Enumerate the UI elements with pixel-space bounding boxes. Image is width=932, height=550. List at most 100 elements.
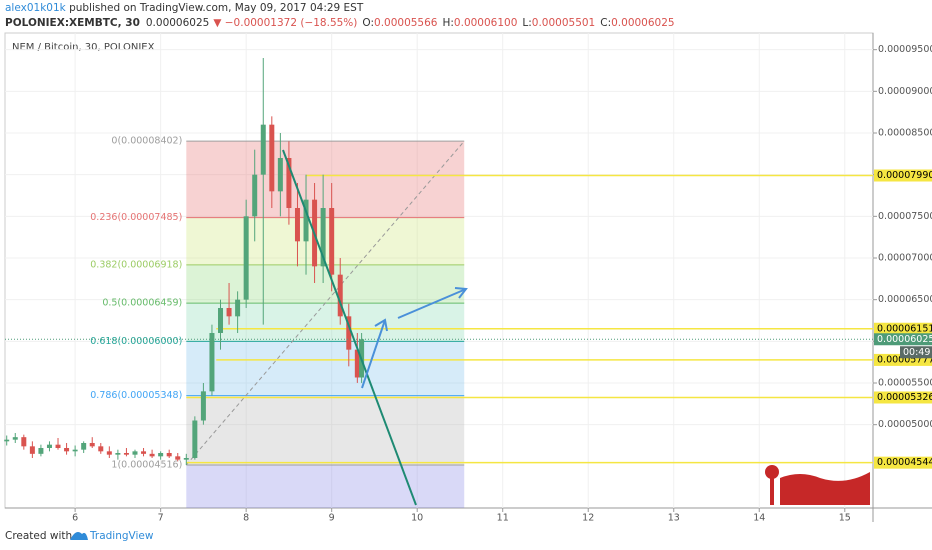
logo [70,532,88,540]
y-tick-label: 0.00006500 [878,294,932,305]
fib-band [186,341,465,396]
footer-brand[interactable]: TradingView [89,530,154,542]
arrow-head [374,318,388,332]
price: 0.00006025 [146,17,209,29]
chart-title: NEM / Bitcoin, 30, POLONIEX [12,42,155,53]
candle-body [226,308,232,317]
fib-diagonal [185,140,465,466]
y-tick-label: 0.00007000 [878,253,932,264]
x-tick-label: 12 [582,513,594,524]
x-tick-label: 13 [668,513,680,524]
y-tick-label: 0.00009500 [878,44,932,55]
price-tag-label: 0.00006151 [877,323,932,334]
candle-body [320,208,326,267]
y-tick-label: 0.00009000 [878,86,932,97]
candle-body [286,158,292,208]
fib-label: 0(0.00008402) [111,136,182,147]
x-tick-label: 7 [158,513,164,524]
fib-band [186,465,465,508]
candle-body [209,333,215,392]
candle-body [252,174,258,217]
symbol: POLONIEX:XEMBTC, 30 [5,17,140,29]
arrow-head [454,287,468,299]
candle-body [329,208,335,275]
x-tick-label: 6 [72,513,78,524]
candle-body [12,437,18,440]
candle-body [29,446,35,454]
plot-area [4,32,874,509]
candle-body [81,443,87,450]
ohlc-key: O: [362,17,374,29]
candle-body [294,208,300,242]
candle-body [337,274,343,317]
header-line-2: POLONIEX:XEMBTC, 30 0.00006025 ▼ −0.000013… [5,17,675,29]
candle-body [38,448,44,454]
fib-label: 0.236(0.00007485) [90,212,182,223]
candle-body [303,199,309,242]
candle-body [98,446,104,452]
price-tag [874,169,932,182]
ohlc-value: 0.00005566 [374,17,438,29]
fib-label: 1(0.00004516) [111,460,182,471]
candle-body [89,443,95,447]
price-tag [874,456,932,469]
candle-body [260,124,266,175]
price-tag-label: 0.00007990 [877,170,932,181]
ohlc-key: L: [522,17,531,29]
candle-body [200,391,206,421]
candle-body [72,449,78,452]
y-tick-label: 0.00008500 [878,128,932,139]
trend-line [282,149,417,506]
candle-body [149,453,155,457]
candle-body [123,453,129,455]
footer-text: Created with [5,530,72,542]
candle-body [192,420,198,458]
ohlc-key: C: [600,17,611,29]
x-tick-label: 15 [839,513,851,524]
header-line-1: alex01k01k published on TradingView.com,… [5,2,364,14]
footer: Created with TradingView [5,530,154,542]
fib-label: 0.786(0.00005348) [90,390,182,401]
candle-body [4,439,10,442]
last-price-tag [874,333,932,346]
change: ▼ −0.00001372 (−18.55%) [213,17,357,29]
price-tag [874,391,932,404]
fib-band [186,141,465,218]
y-tick-label: 0.00005500 [878,378,932,389]
ohlc-value: 0.00005501 [532,17,595,29]
fib-label: 0.5(0.00006459) [102,298,182,309]
x-tick-label: 11 [497,513,509,524]
fib-band [186,395,465,465]
ohlc-value: 0.00006100 [454,17,517,29]
x-tick-label: 8 [243,513,249,524]
candle-body [55,444,61,448]
candle-body [64,448,70,452]
candle-body [218,308,224,333]
last-price-label: 0.00006025 [877,334,932,345]
candle-body [269,124,275,192]
candle-body [346,316,352,350]
y-tick-label: 0.00007500 [878,211,932,222]
candle-body [277,158,283,192]
x-tick-label: 9 [329,513,335,524]
candle-body [21,437,27,447]
candle-body [166,453,172,457]
candle-body [115,453,121,455]
candle-body [46,444,52,448]
price-tag-label: 0.00004544 [877,457,932,468]
countdown-label: 00:49 [903,347,930,358]
fib-label: 0.618(0.00006000) [90,336,182,347]
fib-label: 0.382(0.00006918) [90,259,182,270]
event-marker[interactable] [765,465,870,505]
ohlc-value: 0.00006025 [611,17,674,29]
arrow [361,319,386,389]
published: published on TradingView.com, May 09, 20… [66,2,364,14]
candle-body [175,456,181,460]
author[interactable]: alex01k01k [5,2,67,14]
candle-body [235,299,241,317]
countdown-tag [900,346,932,359]
chart-layer: 0.000050000.000055000.000060000.00006500… [4,33,932,524]
candle-body [183,458,189,460]
